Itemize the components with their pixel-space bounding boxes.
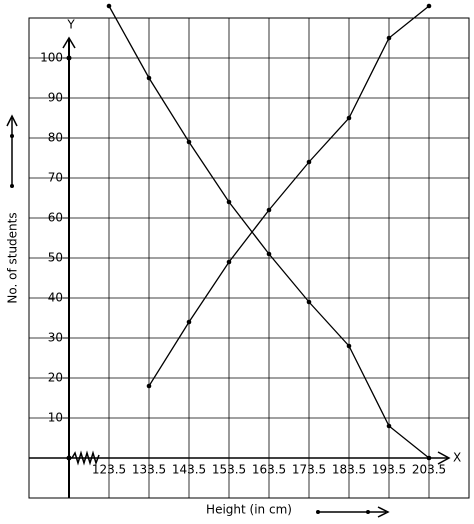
data-point (146, 383, 152, 389)
data-point (346, 115, 352, 121)
plot-layer: 10 20 30 40 50 60 70 80 90 100 123.5 133.5 143.5 153.… (40, 3, 446, 477)
x-tick-label: 153.5 (212, 463, 246, 477)
y-axis-title: No. of students (6, 212, 20, 303)
data-point (426, 3, 432, 9)
data-point (386, 423, 392, 429)
x-tick-label: 183.5 (332, 463, 366, 477)
y-tick-label: 20 (48, 371, 63, 385)
x-tick-label: 193.5 (372, 463, 406, 477)
x-axis-arrow (437, 451, 451, 465)
y-axis-arrow (62, 36, 76, 49)
x-tick-label: 163.5 (252, 463, 286, 477)
x-tick-label: 173.5 (292, 463, 326, 477)
data-point (306, 299, 312, 305)
data-point (226, 259, 232, 265)
x-tick-label: 123.5 (92, 463, 126, 477)
origin-dot (66, 455, 72, 461)
data-point (146, 75, 152, 81)
ogive-line (148, 5, 430, 387)
data-point (226, 199, 232, 205)
x-tick-label: 143.5 (172, 463, 206, 477)
y-tick-label: 100 (40, 51, 63, 65)
axis-break (71, 450, 100, 466)
y-axis-letter: Y (66, 18, 75, 32)
data-point (426, 455, 432, 461)
data-point (386, 35, 392, 41)
y-tick-label: 80 (48, 131, 63, 145)
x-title-arrow (316, 506, 390, 518)
data-point (266, 207, 272, 213)
y-tick-label: 60 (48, 211, 63, 225)
x-axis-letter: X (453, 451, 461, 465)
y-tick-label: 30 (48, 331, 63, 345)
data-point (346, 343, 352, 349)
x-tick-label: 203.5 (412, 463, 446, 477)
data-point (186, 319, 192, 325)
y-tick-label: 90 (48, 91, 63, 105)
data-point (306, 159, 312, 165)
data-point (186, 139, 192, 145)
data-point (106, 3, 112, 9)
plot-frame (28, 17, 470, 499)
data-point (266, 251, 272, 257)
y-title-arrow (6, 114, 18, 188)
x-axis-title: Height (in cm) (206, 503, 292, 517)
y-tick-label: 50 (48, 251, 63, 265)
x-tick-label: 133.5 (132, 463, 166, 477)
y-tick-label: 40 (48, 291, 63, 305)
y-tick-label: 70 (48, 171, 63, 185)
y-tick-label: 10 (48, 411, 63, 425)
